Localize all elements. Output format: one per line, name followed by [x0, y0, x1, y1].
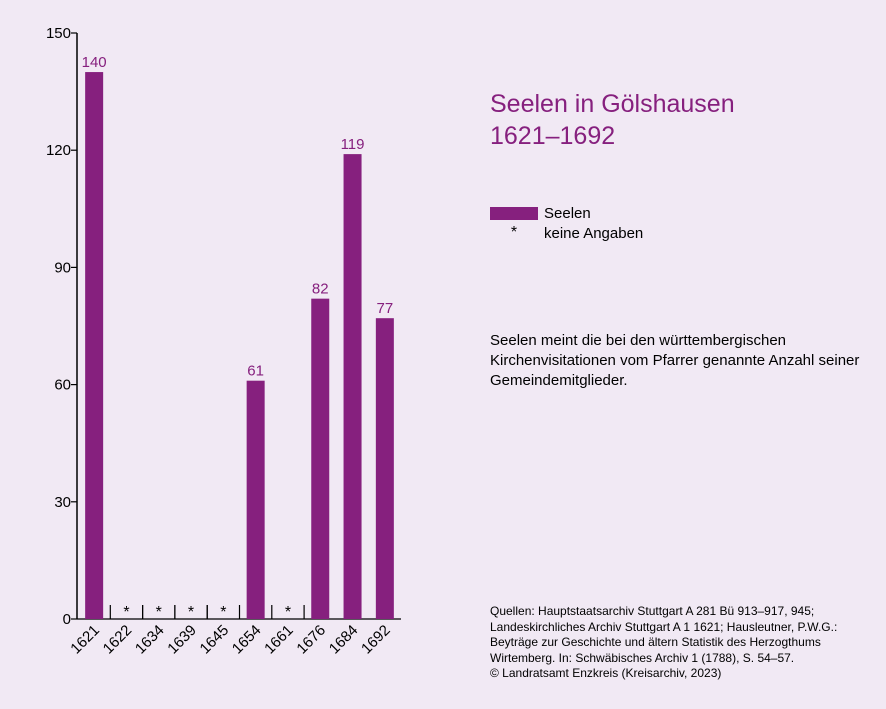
chart-title-line: Seelen in Gölshausen — [490, 90, 735, 118]
y-tick-label: 60 — [54, 377, 71, 394]
legend: Seelen * keine Angaben — [490, 203, 643, 243]
data-label: 77 — [377, 300, 394, 317]
source-line: Wirtemberg. In: Schwäbisches Archiv 1 (1… — [490, 650, 795, 665]
missing-marker: * — [188, 604, 194, 621]
legend-star-icon: * — [510, 224, 518, 241]
legend-item-seelen: Seelen — [490, 203, 643, 223]
x-tick-label: 1645 — [197, 622, 233, 658]
x-tick-label: 1654 — [229, 622, 265, 658]
x-tick-label: 1684 — [326, 622, 362, 658]
bar — [85, 72, 104, 620]
legend-item-missing: * keine Angaben — [490, 223, 643, 243]
x-tick-label: 1621 — [67, 622, 103, 658]
legend-swatch — [490, 206, 538, 220]
x-tick-label: 1639 — [164, 622, 200, 658]
legend-label-seelen: Seelen — [544, 204, 591, 222]
y-tick-label: 150 — [46, 25, 71, 42]
missing-marker: * — [123, 604, 129, 621]
bar — [246, 380, 265, 619]
y-tick-label: 90 — [54, 259, 71, 276]
bar — [375, 318, 394, 619]
bar — [343, 154, 362, 619]
x-tick-label: 1634 — [132, 622, 168, 658]
source-line: Landeskirchliches Archiv Stuttgart A 1 1… — [490, 619, 838, 634]
copyright-line: © Landratsamt Enzkreis (Kreisarchiv, 202… — [490, 666, 722, 680]
x-tick-label: 1622 — [100, 622, 136, 658]
sources-block: Quellen: Hauptstaatsarchiv Stuttgart A 2… — [490, 604, 870, 682]
chart-title: Seelen in Gölshausen 1621–1692 — [490, 88, 735, 152]
y-tick-label: 120 — [46, 142, 71, 159]
x-tick-label: 1661 — [261, 622, 297, 658]
data-label: 140 — [82, 54, 107, 71]
x-tick-label: 1676 — [293, 622, 329, 658]
bar — [311, 298, 330, 619]
data-label: 61 — [247, 363, 264, 380]
source-line: Beyträge zur Geschichte und ältern Stati… — [490, 635, 821, 649]
chart-subtitle-line: 1621–1692 — [490, 122, 616, 150]
data-label: 119 — [341, 136, 365, 153]
y-tick-label: 30 — [54, 494, 71, 511]
data-label: 82 — [312, 281, 329, 298]
source-line: Quellen: Hauptstaatsarchiv Stuttgart A 2… — [490, 604, 815, 618]
y-tick-label: 0 — [63, 611, 71, 628]
missing-marker: * — [220, 604, 226, 621]
x-tick-label: 1692 — [358, 622, 394, 658]
explanation-note: Seelen meint die bei den württembergisch… — [490, 332, 860, 389]
legend-label-missing: keine Angaben — [544, 224, 644, 242]
missing-marker: * — [285, 604, 291, 621]
missing-marker: * — [156, 604, 162, 621]
